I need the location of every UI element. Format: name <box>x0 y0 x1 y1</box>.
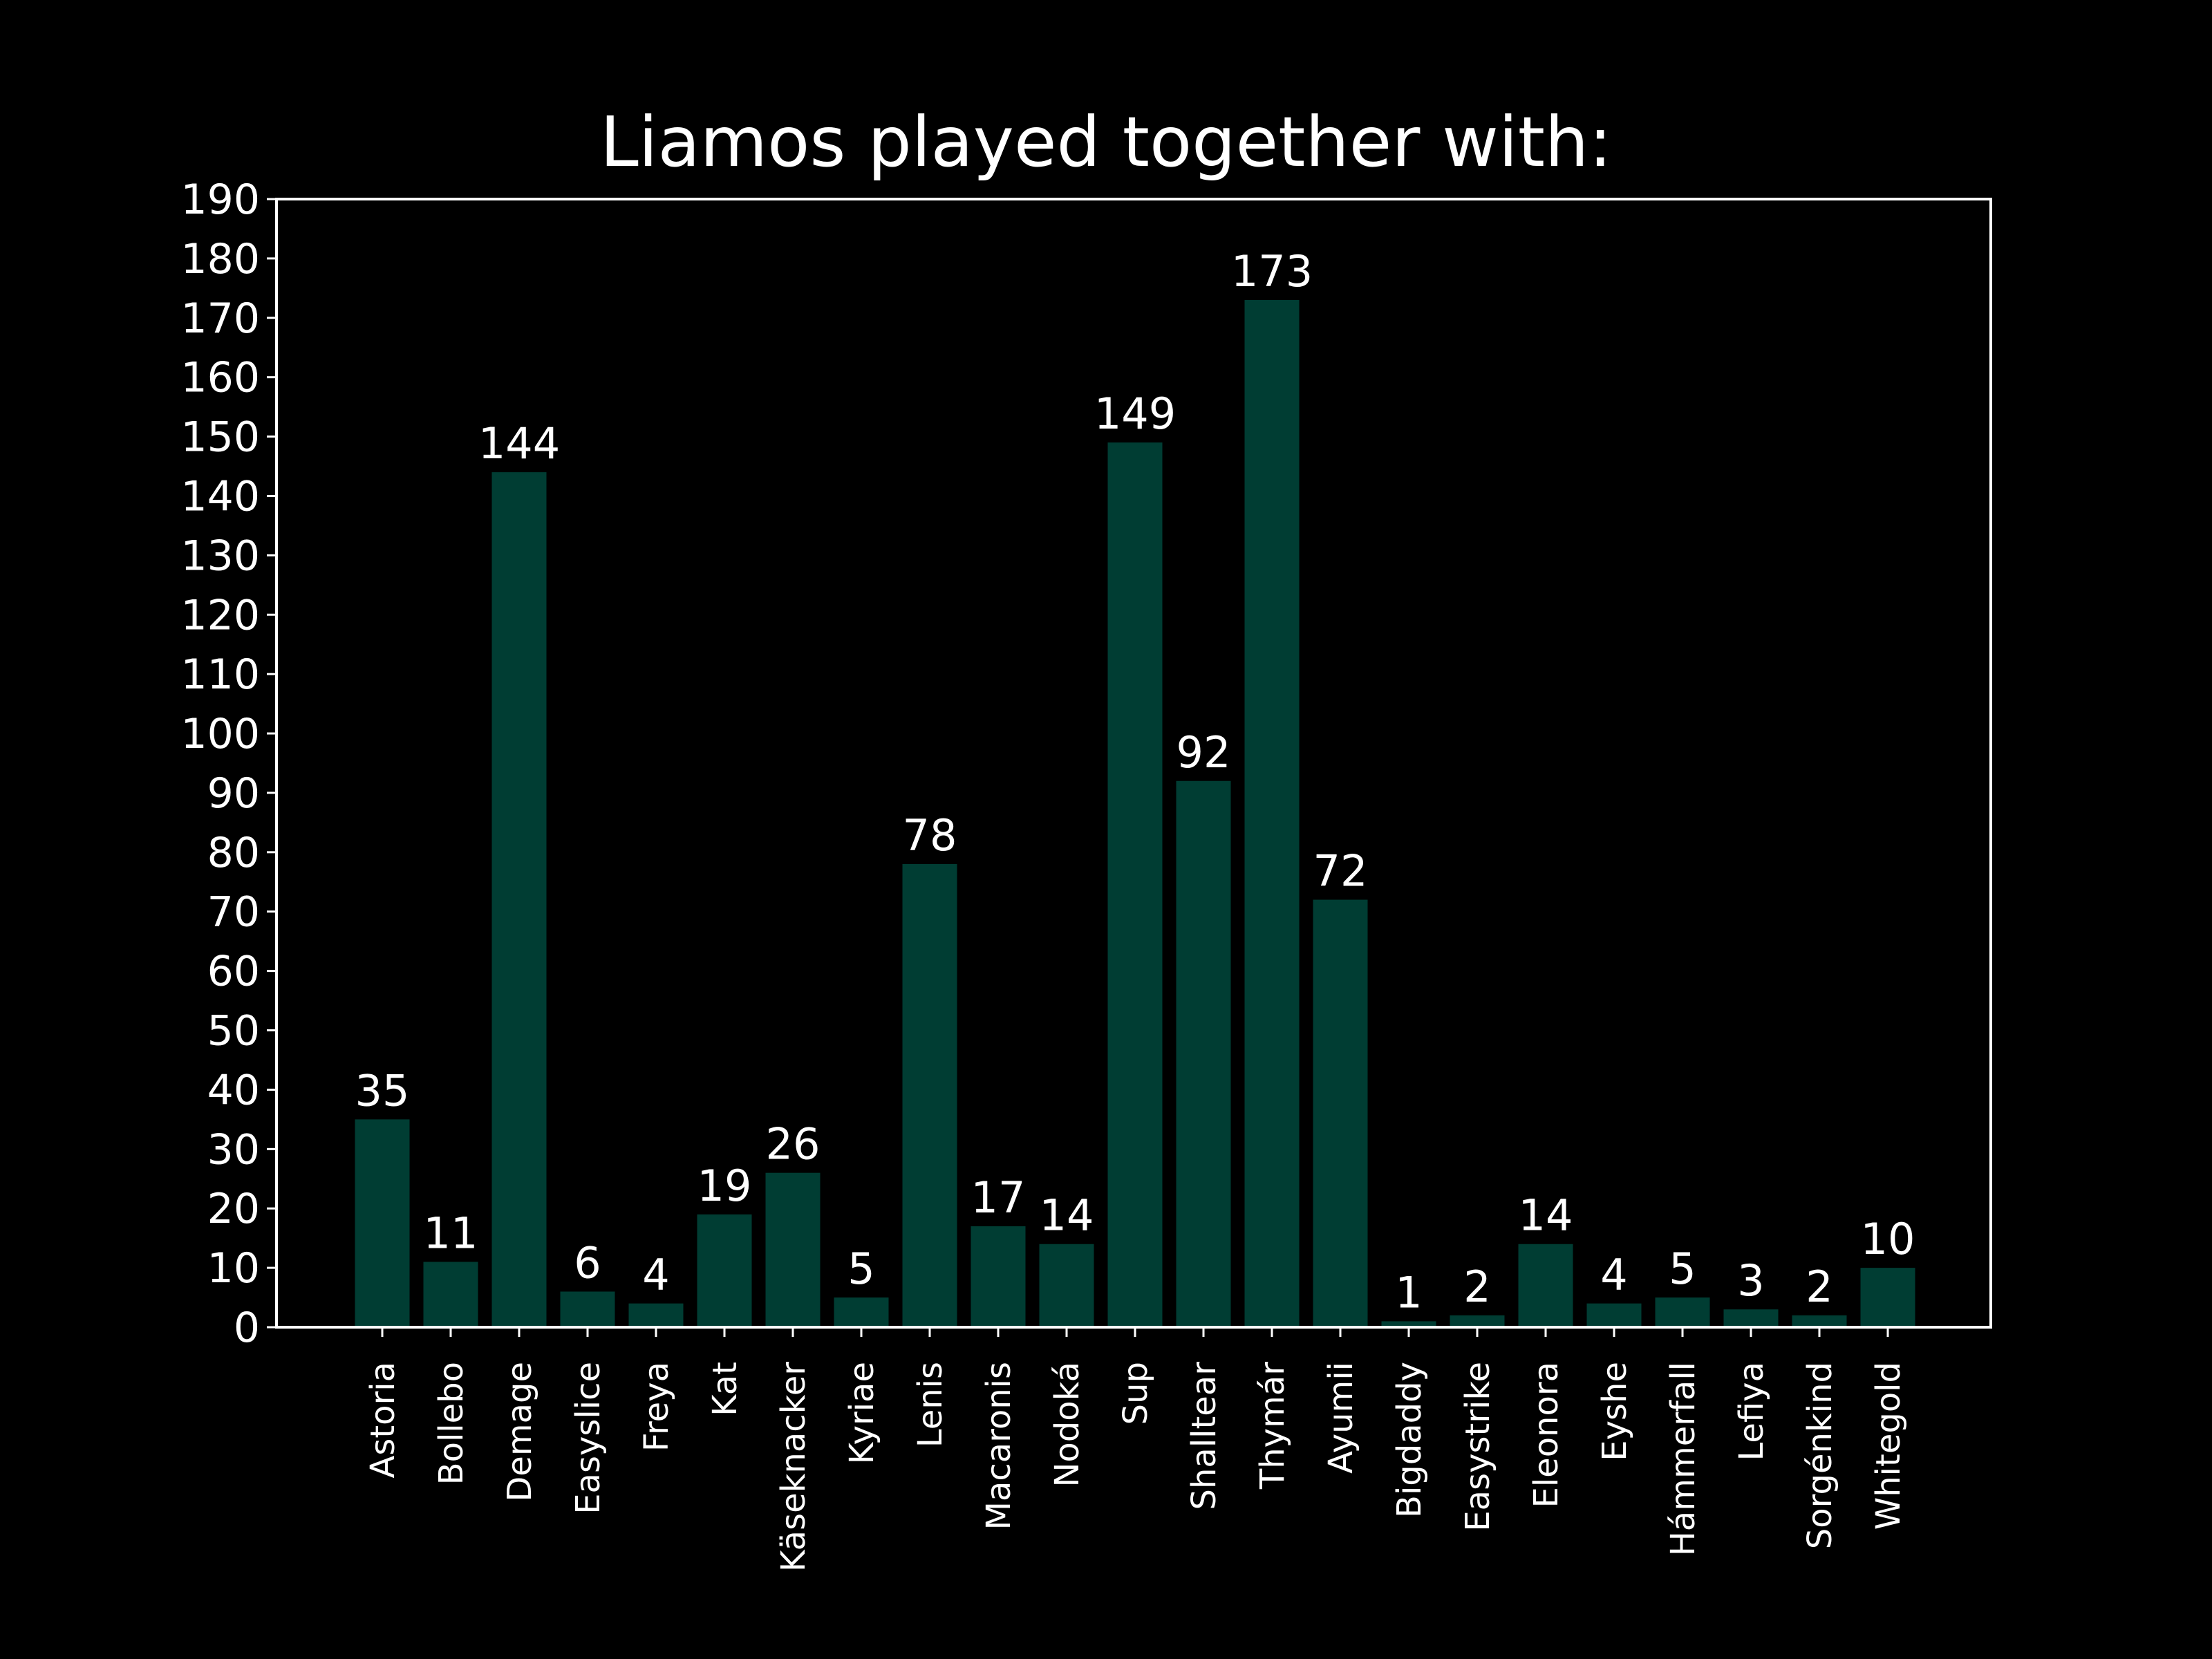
y-tick-label: 190 <box>180 176 260 224</box>
data-label: 2 <box>1463 1262 1490 1312</box>
y-tick-label: 30 <box>207 1125 260 1174</box>
x-tick-label: Bigdaddy <box>1390 1362 1429 1518</box>
y-tick-label: 50 <box>207 1007 260 1056</box>
bar-sorgénkind <box>1792 1315 1847 1327</box>
data-label: 4 <box>1600 1250 1627 1300</box>
x-tick-label: Macaronis <box>980 1362 1018 1530</box>
y-tick-label: 0 <box>234 1304 260 1352</box>
y-tick-label: 10 <box>207 1244 260 1293</box>
bar-macaronis <box>971 1226 1026 1327</box>
x-tick-label: Eleonora <box>1527 1362 1566 1508</box>
data-label: 10 <box>1861 1214 1915 1264</box>
y-tick-label: 40 <box>207 1066 260 1114</box>
y-tick-label: 70 <box>207 888 260 937</box>
x-tick-label: Shalltear <box>1185 1362 1224 1510</box>
data-label: 5 <box>1669 1244 1696 1294</box>
plot-frame <box>275 198 1992 1329</box>
y-tick-label: 170 <box>180 294 260 343</box>
bar-easyslice <box>560 1291 615 1327</box>
data-label: 144 <box>478 418 560 469</box>
data-label: 2 <box>1806 1262 1833 1312</box>
y-tick-label: 180 <box>180 235 260 283</box>
data-label: 17 <box>971 1172 1026 1223</box>
bar-astoria <box>355 1119 410 1327</box>
x-tick-label: Lefiya <box>1732 1362 1771 1461</box>
y-tick-label: 130 <box>180 532 260 580</box>
bar-whitegold <box>1860 1268 1915 1327</box>
y-tick-label: 20 <box>207 1185 260 1233</box>
x-axis: Astoria Bollebo Demage Easyslice Freya Kat Käs… <box>364 1327 1908 1572</box>
data-label: 6 <box>574 1237 601 1288</box>
bar-kat <box>697 1214 752 1327</box>
bar-käseknacker <box>765 1172 821 1327</box>
bar-bollebo <box>423 1262 478 1327</box>
data-label: 5 <box>847 1244 874 1294</box>
y-tick-label: 100 <box>180 710 260 758</box>
bar-demage <box>491 472 547 1328</box>
y-axis: 0 10 20 30 40 50 60 70 80 90 100 110 120 130 140 150 160… <box>180 176 276 1352</box>
data-label: 19 <box>697 1161 752 1211</box>
data-label: 1 <box>1395 1267 1422 1318</box>
x-tick-label: Demage <box>500 1362 539 1502</box>
x-tick-label: Sorgénkind <box>1801 1362 1839 1549</box>
bar-shalltear <box>1176 780 1231 1327</box>
y-tick-label: 80 <box>207 829 260 877</box>
y-tick-label: 110 <box>180 650 260 699</box>
y-tick-label: 60 <box>207 948 260 996</box>
data-label: 72 <box>1313 846 1368 897</box>
y-tick-label: 120 <box>180 591 260 639</box>
x-tick-label: Easystrike <box>1459 1362 1497 1532</box>
bar-sup <box>1107 442 1163 1327</box>
x-tick-label: Astoria <box>364 1362 402 1479</box>
data-label: 26 <box>766 1119 821 1170</box>
x-tick-label: Thymár <box>1253 1362 1292 1490</box>
x-tick-label: Käseknacker <box>774 1362 813 1572</box>
bar-kyriae <box>834 1297 889 1327</box>
data-label: 35 <box>355 1065 410 1116</box>
x-tick-label: Easyslice <box>569 1362 608 1515</box>
bar-ayumii <box>1313 899 1368 1327</box>
x-tick-label: Sup <box>1116 1362 1155 1425</box>
bars-layer <box>355 300 1915 1328</box>
bar-hámmerfall <box>1655 1297 1710 1327</box>
bar-lefiya <box>1723 1309 1779 1327</box>
x-tick-label: Freya <box>637 1362 676 1452</box>
y-tick-label: 140 <box>180 472 260 521</box>
data-label: 173 <box>1231 246 1313 297</box>
bar-freya <box>628 1303 684 1327</box>
x-tick-label: Kyriae <box>843 1362 881 1464</box>
x-tick-label: Bollebo <box>432 1362 471 1485</box>
chart-title: Liamos played together with: <box>600 102 1612 182</box>
y-tick-label: 90 <box>207 769 260 818</box>
y-tick-label: 160 <box>180 354 260 402</box>
y-tick-label: 150 <box>180 413 260 462</box>
bar-eyshe <box>1586 1303 1642 1327</box>
data-label: 4 <box>642 1250 669 1300</box>
data-label: 14 <box>1519 1190 1573 1241</box>
data-label: 11 <box>424 1208 478 1259</box>
data-label: 149 <box>1094 388 1176 439</box>
x-tick-label: Lenis <box>911 1362 950 1447</box>
bar-bigdaddy <box>1381 1321 1436 1327</box>
x-tick-label: Ayumii <box>1322 1362 1360 1474</box>
bar-eleonora <box>1518 1244 1573 1327</box>
data-label: 3 <box>1737 1255 1764 1306</box>
bar-lenis <box>902 864 957 1327</box>
x-tick-label: Hámmerfall <box>1664 1362 1703 1556</box>
data-label: 92 <box>1177 727 1231 778</box>
x-tick-label: Kat <box>706 1362 744 1416</box>
bar-nodoká <box>1039 1244 1094 1327</box>
x-tick-label: Eyshe <box>1595 1362 1634 1461</box>
data-label: 78 <box>903 810 957 861</box>
bar-thymár <box>1244 300 1300 1328</box>
bar-easystrike <box>1450 1315 1505 1327</box>
data-label: 14 <box>1040 1190 1094 1241</box>
x-tick-label: Whitegold <box>1869 1362 1908 1530</box>
x-tick-label: Nodoká <box>1048 1362 1087 1487</box>
